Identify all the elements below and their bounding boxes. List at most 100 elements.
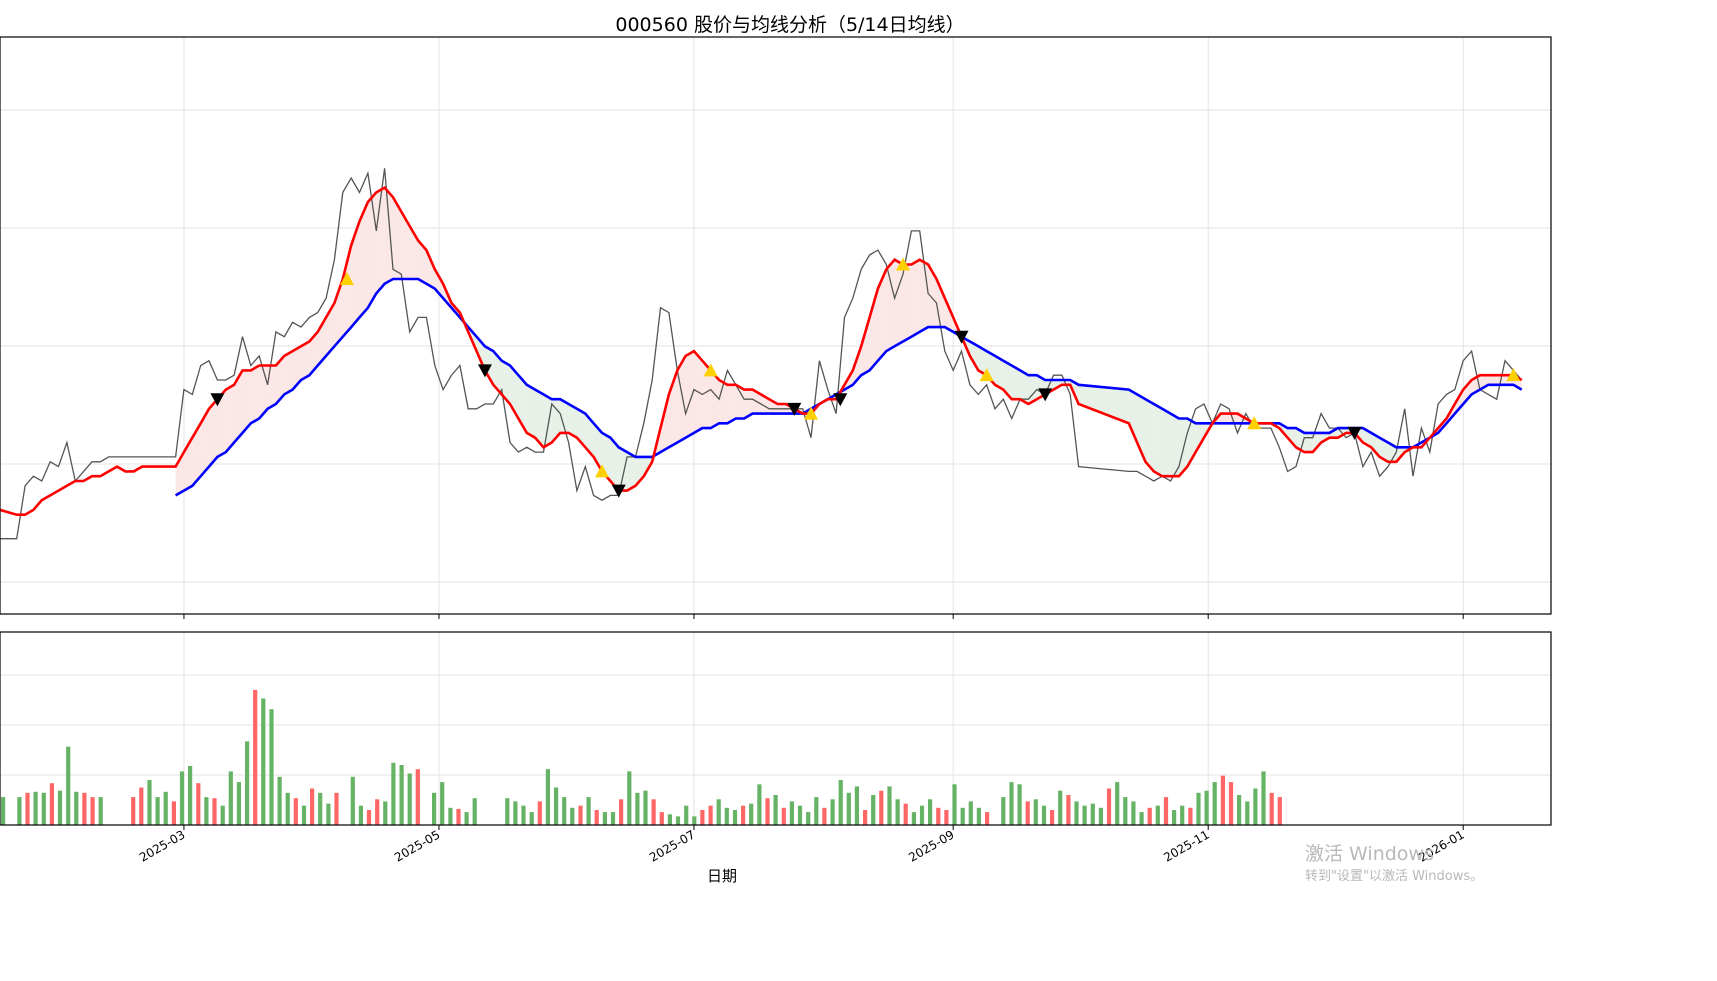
volume-bar [1066,795,1071,825]
volume-bar [1009,782,1014,825]
ma-fill-segment [1003,360,1012,400]
volume-bar [269,709,274,825]
volume-bar [562,797,567,825]
ma-fill-segment [727,384,736,424]
volume-bar [643,790,648,825]
volume-bar [554,787,559,825]
ma-fill-segment [250,365,260,424]
ma-fill-segment [1011,365,1021,400]
volume-bar [1017,784,1022,825]
golden-cross-marker [595,464,610,478]
volume-bar [692,816,697,825]
volume-bar [1155,805,1160,825]
volume-bar [700,810,705,825]
volume-bar [131,797,136,825]
volume-bar [757,784,762,825]
ma-fill-segment [627,452,636,491]
ma-fill-segment [576,408,586,448]
volume-bar [1001,797,1006,825]
death-cross-marker [833,393,848,407]
volume-bar [74,791,79,825]
ma-fill-segment [568,404,577,438]
ma-fill-segment [493,351,502,395]
ma-fill-segment [1220,413,1230,424]
volume-bar [960,807,965,825]
volume-bar [253,689,258,825]
volume-bar [383,801,388,825]
x-tick-label: 2025-03 [137,827,187,864]
volume-bar [976,807,981,825]
ma-fill-segment [217,389,226,457]
ma14-series-line [174,277,1523,497]
ma-fill-segment [351,221,360,328]
volume-bar [675,816,681,825]
volume-bar [1,797,6,825]
volume-bar [781,807,786,825]
volume-bar [1098,807,1103,825]
ma-fill-segment [969,341,979,371]
ma-fill-segment [401,211,410,279]
ma-fill-segment [685,351,694,438]
ma-fill-segment [1479,375,1489,390]
ma-fill-segment [1145,399,1154,472]
volume-bar [838,780,843,825]
volume-bar [537,801,542,825]
volume-bar [1196,792,1201,825]
volume-bar [41,792,46,825]
volume-bar [773,795,778,825]
volume-bar [1163,797,1169,825]
ma-fill-segment [342,245,352,337]
ma-fill-segment [618,447,628,491]
volume-bar [505,798,510,825]
volume-bar [919,805,925,825]
ma-fill-segment [393,197,402,279]
ma-fill-segment [1170,413,1179,477]
volume-bar [1269,792,1274,825]
ma-fill-segment [209,399,218,467]
price-series-line [0,168,1523,540]
volume-bar [936,807,941,825]
ma-fill-segment [1379,437,1388,462]
volume-bar [741,805,746,825]
price-grid [0,37,1551,614]
ma-fill-segment [551,399,561,443]
volume-bar [586,797,591,825]
volume-bar [814,797,819,825]
volume-bar [179,771,185,825]
ma-fill-segment [1020,370,1029,404]
volume-bar [147,780,152,825]
ma-fill-segment [543,394,552,448]
ma-fill-segment [1304,432,1313,453]
volume-bar [1115,782,1120,825]
ma-fill-segment [894,259,903,347]
death-cross-marker [611,484,626,498]
volume-bar [1228,782,1234,825]
golden-cross-marker [804,406,819,420]
volume-bar [261,698,266,825]
volume-x-ticks [183,825,1464,830]
volume-bar [155,797,160,825]
x-tick-label: 2025-09 [906,827,956,864]
volume-bar [578,805,583,825]
watermark-line2: 转到"设置"以激活 Windows。 [1305,869,1483,884]
volume-bar [472,798,477,825]
volume-bar [1082,805,1087,825]
volume-bar [399,765,404,825]
volume-bar [1220,775,1225,825]
volume-bar [602,812,607,825]
volume-bar [952,784,957,825]
watermark-line1: 激活 Windows [1305,843,1434,865]
volume-bar [594,810,599,825]
volume-bar [846,792,851,825]
volume-bar [277,776,282,826]
death-cross-marker [477,364,492,378]
death-cross-marker [787,402,802,416]
volume-bar [1180,805,1185,825]
ma-fill-segment [1287,428,1296,448]
volume-bar [25,792,30,825]
volume-bar [1212,782,1217,825]
death-cross-marker [210,393,225,407]
ma-fill-segment [1153,404,1163,477]
ma-fill-areas [175,187,1522,496]
volume-bar [82,792,87,825]
